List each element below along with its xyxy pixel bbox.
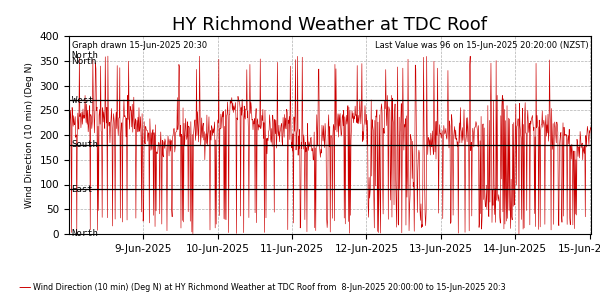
- Text: North: North: [71, 57, 97, 66]
- Text: Last Value was 96 on 15-Jun-2025 20:20:00 (NZST): Last Value was 96 on 15-Jun-2025 20:20:0…: [375, 41, 589, 50]
- Text: South: South: [71, 140, 98, 149]
- Text: North: North: [71, 230, 98, 238]
- Title: HY Richmond Weather at TDC Roof: HY Richmond Weather at TDC Roof: [173, 16, 487, 34]
- Text: North: North: [71, 51, 98, 60]
- Text: East: East: [71, 185, 93, 194]
- Text: —: —: [18, 281, 31, 295]
- Text: Wind Direction (10 min) (Deg N) at HY Richmond Weather at TDC Roof from  8-Jun-2: Wind Direction (10 min) (Deg N) at HY Ri…: [33, 284, 506, 292]
- Y-axis label: Wind Direction (10 min) (Deg N): Wind Direction (10 min) (Deg N): [25, 62, 34, 208]
- Text: Graph drawn 15-Jun-2025 20:30: Graph drawn 15-Jun-2025 20:30: [71, 41, 207, 50]
- Text: West: West: [71, 96, 93, 105]
